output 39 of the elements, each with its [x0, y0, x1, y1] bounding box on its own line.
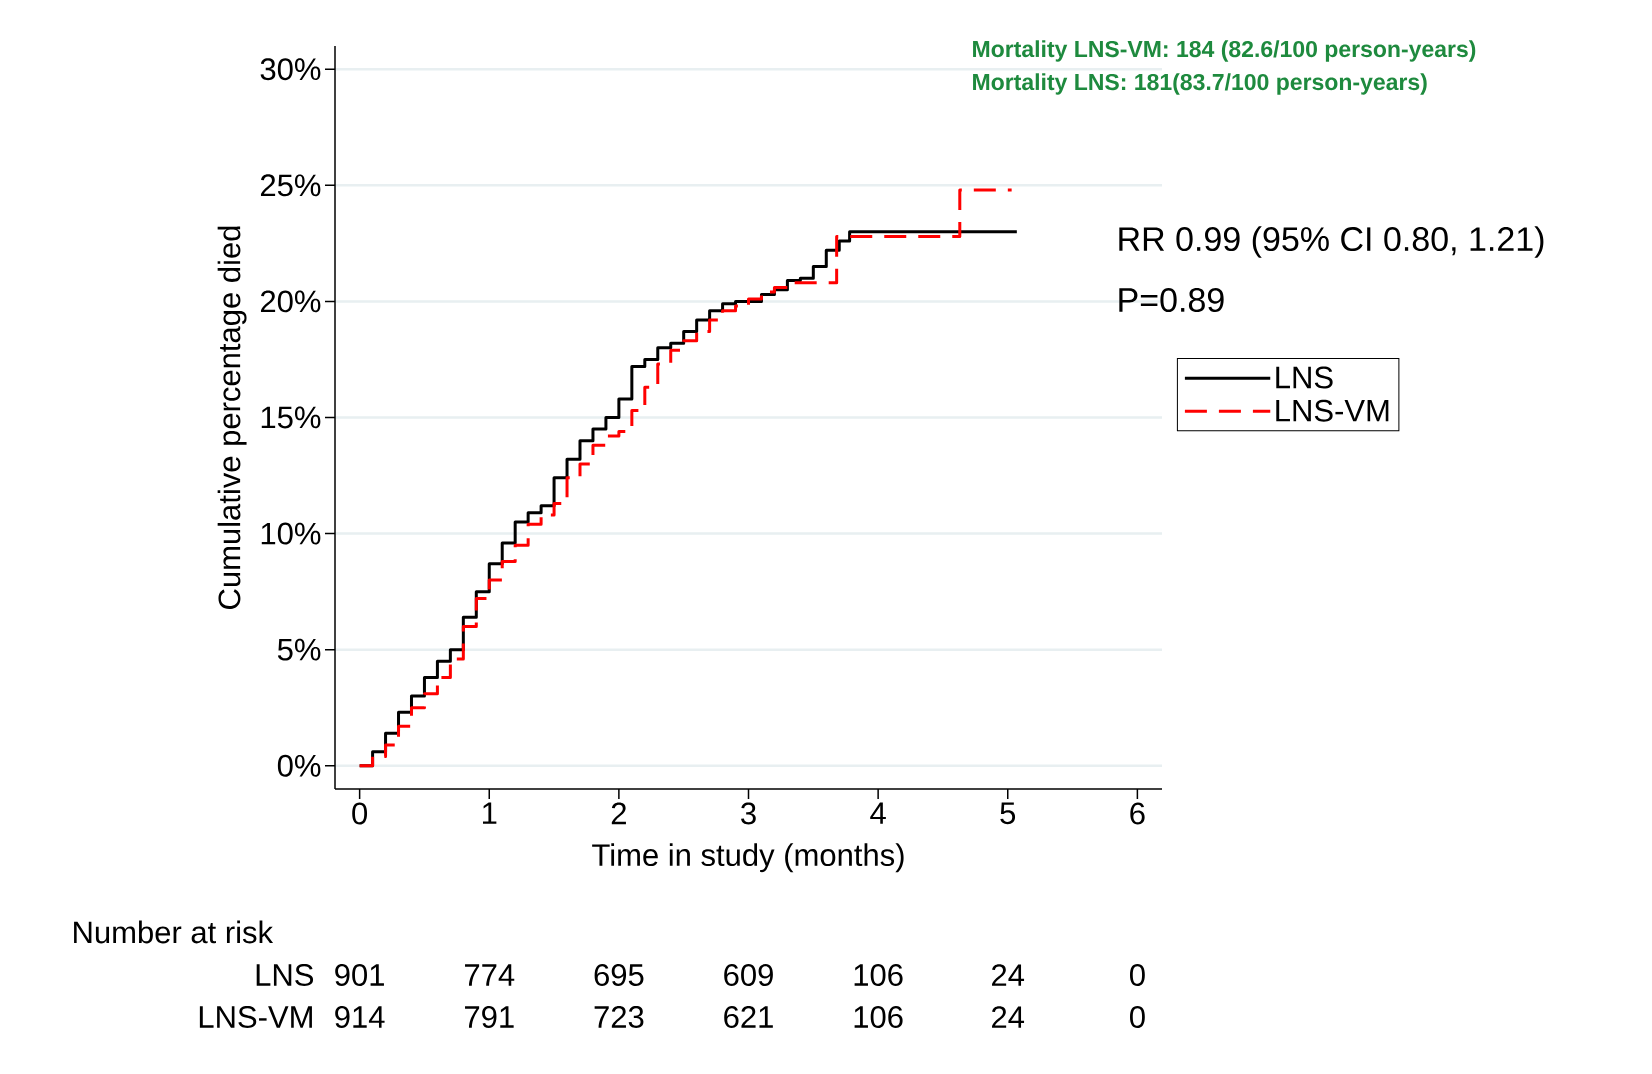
annotation: RR 0.99 (95% CI 0.80, 1.21) [1119, 226, 1544, 258]
text: 0 [1130, 1006, 1145, 1028]
text: 106 [854, 964, 903, 986]
x-axis-title: Time in study (months) [592, 843, 904, 873]
annotation: Mortality LNS: 181(83.7/100 person-years) [973, 73, 1427, 95]
x-tick-label: 5 [1000, 802, 1016, 825]
text: 914 [335, 1006, 385, 1028]
text: Number at risk [74, 920, 274, 944]
text: 106 [854, 1006, 903, 1028]
x-tick-label: 0 [352, 802, 368, 825]
text: 791 [465, 1006, 514, 1028]
annotation: P=0.89 [1119, 287, 1224, 313]
text: 901 [335, 964, 384, 986]
annotation: Mortality LNS-VM: 184 (82.6/100 person-years) [973, 40, 1476, 62]
y-tick-label: 25% [260, 174, 321, 197]
text: LNS [256, 964, 314, 986]
text: 621 [724, 1006, 773, 1028]
text: 609 [724, 964, 773, 986]
x-tick-label: 4 [870, 802, 886, 824]
x-tick-label: 1 [483, 802, 497, 824]
y-tick-label: 20% [260, 290, 321, 313]
text: LNS-VM [199, 1006, 312, 1028]
y-tick-label: 5% [277, 638, 321, 661]
y-axis-title: Cumulative percentage died [217, 226, 247, 609]
x-tick-label: 6 [1130, 802, 1145, 825]
text: 723 [594, 1006, 644, 1028]
y-tick-label: 15% [261, 406, 321, 429]
legend-label: LNS [1276, 366, 1333, 389]
text: 24 [992, 1006, 1025, 1028]
text: 24 [992, 964, 1025, 986]
text: 0 [1130, 964, 1145, 986]
text: 774 [465, 964, 515, 986]
y-tick-label: 10% [261, 522, 321, 545]
y-tick-label: 0% [277, 754, 321, 777]
legend-label: LNS-VM [1276, 399, 1389, 422]
text: 695 [594, 964, 644, 986]
x-tick-label: 3 [741, 802, 756, 825]
x-tick-label: 2 [611, 802, 626, 825]
y-tick-label: 30% [260, 58, 321, 81]
